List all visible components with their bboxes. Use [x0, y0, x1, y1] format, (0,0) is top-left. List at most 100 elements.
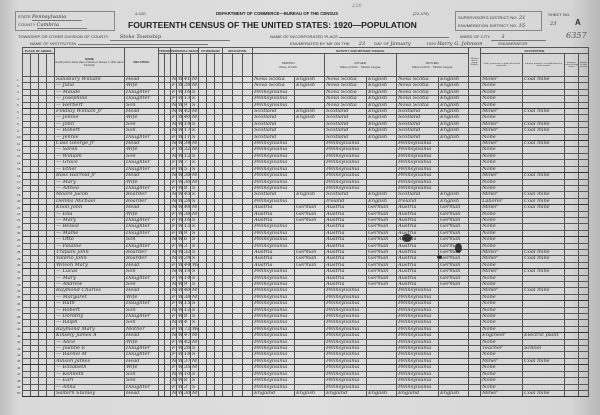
cell-empty — [163, 159, 172, 167]
line-number: 38 — [17, 314, 21, 319]
cell-father-birthplace: England — [324, 389, 368, 398]
institution-label: NAME OF INSTITUTION — [30, 41, 77, 46]
cell-empty — [214, 191, 224, 199]
table-row: — PaulineDaughterFW3SPennsylvaniaAustria… — [22, 242, 590, 251]
line-number: 10 — [17, 135, 21, 140]
cell-sex: F — [170, 210, 178, 218]
cell-race: W — [176, 127, 184, 135]
table-row: — MaryDaughterFW14SPennsylvaniaAustriaGe… — [22, 274, 590, 283]
cell-empty — [214, 159, 224, 167]
table-row: — JosephineDaughterFW13SPennsylvaniaNova… — [22, 95, 590, 103]
table-row: — MameDaughterFW9SPennsylvaniaAustriaGer… — [22, 229, 590, 238]
cell-marital: S — [190, 236, 200, 244]
cell-empty — [163, 216, 172, 225]
cell-sex: M — [170, 197, 178, 206]
col-person: PERSON. Place of birth. — [252, 53, 326, 77]
table-row: — KennethSonMW10SPennsylvaniaPennsylvani… — [22, 370, 590, 379]
cell-race: W — [176, 95, 184, 103]
cell-empty — [578, 204, 590, 212]
cell-sex: F — [170, 216, 178, 225]
table-row: — OttoSonMW6SPennsylvaniaAustriaGermanAu… — [22, 236, 590, 244]
cell-marital: S — [190, 229, 200, 238]
cell-empty — [578, 159, 590, 167]
cell-industry: Electric plant — [522, 332, 566, 340]
table-row: Trapani JohnBoarderMW32SAustriaGermanAus… — [22, 248, 590, 257]
cell-race: W — [176, 248, 184, 257]
line-number: 50 — [17, 391, 21, 396]
cell-sex: M — [170, 236, 178, 244]
cell-mother-tongue-of-mother — [438, 178, 470, 186]
line-number: 9 — [17, 128, 19, 133]
line-number: 15 — [17, 167, 21, 172]
cell-marital: M — [190, 293, 200, 302]
cell-mother-tongue-of-mother: German — [438, 229, 470, 238]
cell-sex: M — [170, 255, 178, 263]
cell-mother-tongue-of-mother: German — [438, 242, 470, 251]
cell-mother-tongue-of-mother: English — [438, 133, 470, 142]
cell-mother-tongue-of-mother: English — [438, 120, 470, 129]
cell-age: 12 — [182, 152, 192, 161]
table-row: — RobertSonMW12SPennsylvaniaPennsylvania… — [22, 306, 590, 315]
cell-empty — [214, 165, 224, 174]
year-value: 1920 — [426, 41, 436, 46]
township-label: TOWNSHIP OR OTHER DIVISION OF COUNTY — [18, 34, 109, 39]
cell-empty — [578, 165, 590, 174]
cell-occupation: Miner — [480, 389, 524, 398]
cell-mother-tongue-of-mother — [438, 152, 470, 161]
cell-age: 44 — [182, 261, 192, 270]
cell-mother-tongue-of-mother: German — [438, 268, 470, 276]
table-row: Dennis MichaelBoarderMW28SPennsylvaniaIr… — [22, 197, 590, 206]
supervisor-field: SUPERVISOR'S DISTRICT NO. 21 — [458, 15, 526, 21]
cell-marital: M — [190, 178, 200, 186]
township-field: TOWNSHIP OR OTHER DIVISION OF COUNTY Sto… — [18, 34, 230, 41]
cell-age: 28 — [182, 197, 192, 206]
cell-race: W — [176, 255, 184, 263]
cell-mother-tongue-of-mother: German — [438, 274, 470, 283]
cell-race: W — [176, 204, 184, 212]
cell-race: W — [176, 152, 184, 161]
table-row: — RobertSonMW17SScotlandScotlandEnglishS… — [22, 127, 590, 135]
cell-age: 10 — [182, 370, 192, 379]
line-number: 4 — [17, 96, 19, 101]
cell-age: 14 — [182, 274, 192, 283]
cell-marital: S — [190, 133, 200, 142]
line-number: 5 — [17, 103, 19, 108]
cell-mother-tongue-of-mother: English — [438, 88, 470, 97]
enumerated-label: ENUMERATED BY ME ON THE — [290, 41, 350, 46]
page-title: FOURTEENTH CENSUS OF THE UNITED STATES: … — [128, 20, 417, 30]
col-name-label: NAME — [85, 57, 94, 61]
cell-race: W — [176, 133, 184, 142]
table-row: — JennieDaughterFW11SScotlandScotlandEng… — [22, 133, 590, 142]
line-number: 47 — [17, 372, 21, 377]
cell-race: W — [176, 114, 184, 122]
county-label: COUNTY — [18, 22, 36, 27]
line-number: 46 — [17, 365, 21, 370]
cell-mother-tongue: English — [294, 389, 326, 398]
table-row: — MaryWifeFW30MPennsylvaniaPennsylvaniaP… — [22, 178, 590, 186]
cell-empty — [163, 127, 172, 135]
line-number: 19 — [17, 192, 21, 197]
cell-age: 37 — [182, 357, 192, 366]
cell-sex: M — [170, 140, 178, 148]
cell-mother-tongue-of-mother: English — [438, 107, 470, 116]
cell-sex: M — [170, 377, 178, 385]
cell-empty — [163, 140, 172, 148]
cell-sex: F — [170, 325, 178, 334]
cell-race: W — [176, 172, 184, 180]
cell-race: W — [176, 82, 184, 90]
cell-age: 11 — [182, 133, 192, 142]
line-number: 14 — [17, 160, 21, 165]
cell-mother-tongue-of-mother: German — [438, 261, 470, 270]
cell-empty — [578, 236, 590, 244]
cell-empty — [214, 184, 224, 193]
line-number: 31 — [17, 269, 21, 274]
cell-marital: S — [190, 248, 200, 257]
cell-mother-tongue-of-mother — [438, 172, 470, 180]
cell-marital: M — [190, 140, 200, 148]
cell-empty — [214, 152, 224, 161]
cell-name: Saltern Stanley — [54, 389, 125, 398]
cell-race: W — [176, 261, 184, 270]
cell-empty — [578, 172, 590, 180]
cell-race: W — [176, 370, 184, 379]
cell-empty — [578, 133, 590, 142]
